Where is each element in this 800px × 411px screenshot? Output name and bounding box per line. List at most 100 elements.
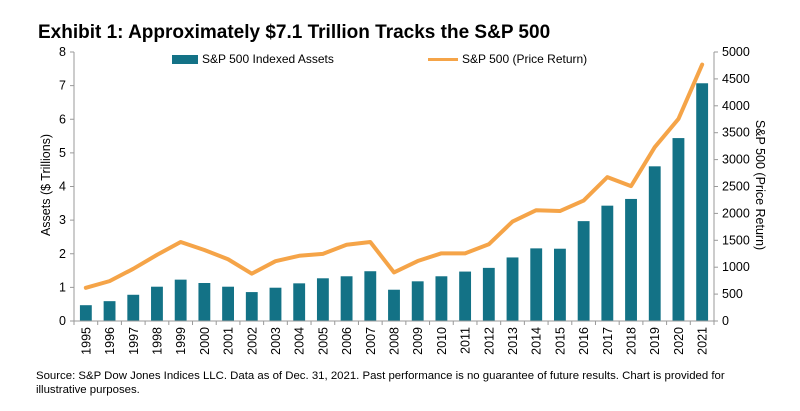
x-tick-label: 2017 xyxy=(601,327,615,355)
line-point-2003 xyxy=(273,259,277,263)
x-tick-label: 2015 xyxy=(553,327,567,355)
right-tick-label: 2000 xyxy=(722,206,750,220)
left-tick-label: 5 xyxy=(59,146,66,160)
bar-2017 xyxy=(601,205,614,321)
line-point-2009 xyxy=(416,259,420,263)
x-tick-label: 2011 xyxy=(459,327,473,354)
line-series xyxy=(83,62,705,290)
right-tick-label: 5000 xyxy=(722,45,750,59)
y-axis-label: Assets ($ Trillions) xyxy=(39,134,53,236)
bar-2004 xyxy=(293,283,306,321)
bar-1996 xyxy=(103,301,116,321)
line-point-2007 xyxy=(368,240,372,244)
x-tick-label: 2018 xyxy=(625,327,639,355)
x-tick-label: 2001 xyxy=(222,327,236,355)
bar-2020 xyxy=(672,138,685,321)
bar-2007 xyxy=(364,271,377,321)
bar-1997 xyxy=(127,294,140,321)
line-point-2008 xyxy=(392,270,396,274)
x-tick-label: 2010 xyxy=(435,327,449,355)
line-point-2001 xyxy=(226,257,230,261)
right-tick-label: 3000 xyxy=(722,153,750,167)
x-tick-label: 1998 xyxy=(150,327,164,355)
bar-2005 xyxy=(316,278,329,321)
right-tick-label: 1000 xyxy=(722,260,750,274)
right-tick-label: 2500 xyxy=(722,180,750,194)
bar-2010 xyxy=(435,276,448,321)
x-tick-label: 2002 xyxy=(245,327,259,355)
x-tick-label: 2000 xyxy=(198,327,212,355)
bar-1999 xyxy=(174,279,187,321)
bar-2000 xyxy=(198,283,211,321)
bar-2009 xyxy=(411,281,424,321)
bar-2015 xyxy=(554,248,566,321)
bar-2014 xyxy=(530,248,543,321)
line-point-1997 xyxy=(131,267,135,271)
x-tick-label: 2003 xyxy=(269,327,283,355)
line-point-1999 xyxy=(179,240,183,244)
x-tick-label: 2019 xyxy=(648,327,662,355)
x-tick-label: 2014 xyxy=(530,327,544,355)
bar-1998 xyxy=(151,286,163,321)
x-tick-label: 2020 xyxy=(672,327,686,355)
left-tick-label: 4 xyxy=(59,180,66,194)
line-point-2002 xyxy=(250,272,254,276)
bar-2012 xyxy=(482,267,495,321)
line-point-2014 xyxy=(534,208,538,212)
bar-2018 xyxy=(625,198,637,321)
bar-2021 xyxy=(696,83,709,322)
line-point-2006 xyxy=(345,243,349,247)
left-y-axis: 0 1 2 3 4 5 6 7 8 xyxy=(59,45,75,328)
line-point-2000 xyxy=(202,248,206,252)
x-tick-label: 1997 xyxy=(127,327,141,355)
bar-2011 xyxy=(459,271,472,321)
line-point-2019 xyxy=(653,145,657,149)
bar-series xyxy=(79,83,709,322)
x-tick-label: 2007 xyxy=(364,327,378,355)
left-tick-label: 0 xyxy=(59,314,66,328)
x-tick-label: 2012 xyxy=(482,327,496,355)
line-point-2013 xyxy=(511,220,515,224)
right-tick-label: 3500 xyxy=(722,126,750,140)
line-point-2004 xyxy=(297,254,301,258)
bar-1995 xyxy=(79,305,92,321)
line-point-2021 xyxy=(700,63,704,67)
x-tick-label: 2013 xyxy=(506,327,520,355)
x-tick-label: 2005 xyxy=(316,327,330,355)
right-tick-label: 4000 xyxy=(722,99,750,113)
left-tick-label: 2 xyxy=(59,247,66,261)
legend-bar-swatch xyxy=(172,55,198,64)
x-tick-label: 1999 xyxy=(174,327,188,355)
line-point-2020 xyxy=(676,117,680,121)
left-tick-label: 7 xyxy=(59,79,66,93)
right-tick-label: 0 xyxy=(722,314,729,328)
x-tick-label: 2021 xyxy=(696,327,710,355)
left-tick-label: 6 xyxy=(59,112,66,126)
line-point-2012 xyxy=(487,242,491,246)
line-point-2005 xyxy=(321,252,325,256)
legend-line-swatch xyxy=(428,58,458,61)
right-tick-label: 4500 xyxy=(722,72,750,86)
line-point-2018 xyxy=(629,184,633,188)
bar-2002 xyxy=(245,292,258,321)
y2-axis-label: S&P 500 (Price Return) xyxy=(753,120,767,250)
x-tick-label: 2004 xyxy=(293,327,307,355)
line-point-1998 xyxy=(155,253,159,257)
x-tick-label: 1995 xyxy=(79,327,93,355)
x-tick-label: 2016 xyxy=(577,327,591,355)
legend-line-label: S&P 500 (Price Return) xyxy=(462,52,588,66)
chart-title: Exhibit 1: Approximately $7.1 Trillion T… xyxy=(38,22,551,43)
bar-2003 xyxy=(269,287,282,321)
left-tick-label: 1 xyxy=(59,280,66,294)
left-tick-label: 8 xyxy=(59,45,66,59)
left-tick-label: 3 xyxy=(59,213,66,227)
source-note: Source: S&P Dow Jones Indices LLC. Data … xyxy=(36,370,725,396)
line-point-1996 xyxy=(108,279,112,283)
bar-2013 xyxy=(506,257,519,321)
line-point-2015 xyxy=(558,209,562,213)
right-y-axis: 0 500 1000 1500 2000 2500 3000 3500 4000 4500 5000 xyxy=(713,45,750,328)
legend-bar-label: S&P 500 Indexed Assets xyxy=(202,52,334,66)
x-tick-label: 2009 xyxy=(411,327,425,355)
right-tick-label: 500 xyxy=(722,287,743,301)
line-point-2017 xyxy=(605,175,609,179)
